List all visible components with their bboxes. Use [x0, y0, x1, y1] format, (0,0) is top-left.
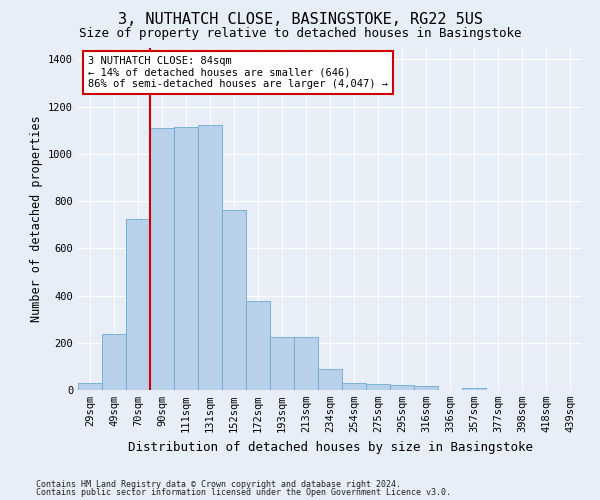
- Bar: [174, 126, 198, 390]
- Text: Size of property relative to detached houses in Basingstoke: Size of property relative to detached ho…: [79, 28, 521, 40]
- Bar: [390, 385, 414, 390]
- Text: 3, NUTHATCH CLOSE, BASINGSTOKE, RG22 5US: 3, NUTHATCH CLOSE, BASINGSTOKE, RG22 5US: [118, 12, 482, 28]
- Text: 3 NUTHATCH CLOSE: 84sqm
← 14% of detached houses are smaller (646)
86% of semi-d: 3 NUTHATCH CLOSE: 84sqm ← 14% of detache…: [88, 56, 388, 90]
- Y-axis label: Number of detached properties: Number of detached properties: [29, 116, 43, 322]
- Bar: [294, 337, 318, 390]
- X-axis label: Distribution of detached houses by size in Basingstoke: Distribution of detached houses by size …: [128, 440, 533, 454]
- Bar: [102, 334, 126, 390]
- Bar: [342, 383, 366, 390]
- Text: Contains HM Land Registry data © Crown copyright and database right 2024.: Contains HM Land Registry data © Crown c…: [36, 480, 401, 489]
- Text: Contains public sector information licensed under the Open Government Licence v3: Contains public sector information licen…: [36, 488, 451, 497]
- Bar: [270, 337, 294, 390]
- Bar: [414, 386, 438, 390]
- Bar: [366, 384, 390, 390]
- Bar: [222, 210, 246, 390]
- Bar: [150, 128, 174, 390]
- Bar: [318, 368, 342, 390]
- Bar: [198, 126, 222, 390]
- Bar: [78, 383, 102, 390]
- Bar: [246, 302, 270, 390]
- Bar: [462, 388, 486, 390]
- Bar: [126, 219, 150, 390]
